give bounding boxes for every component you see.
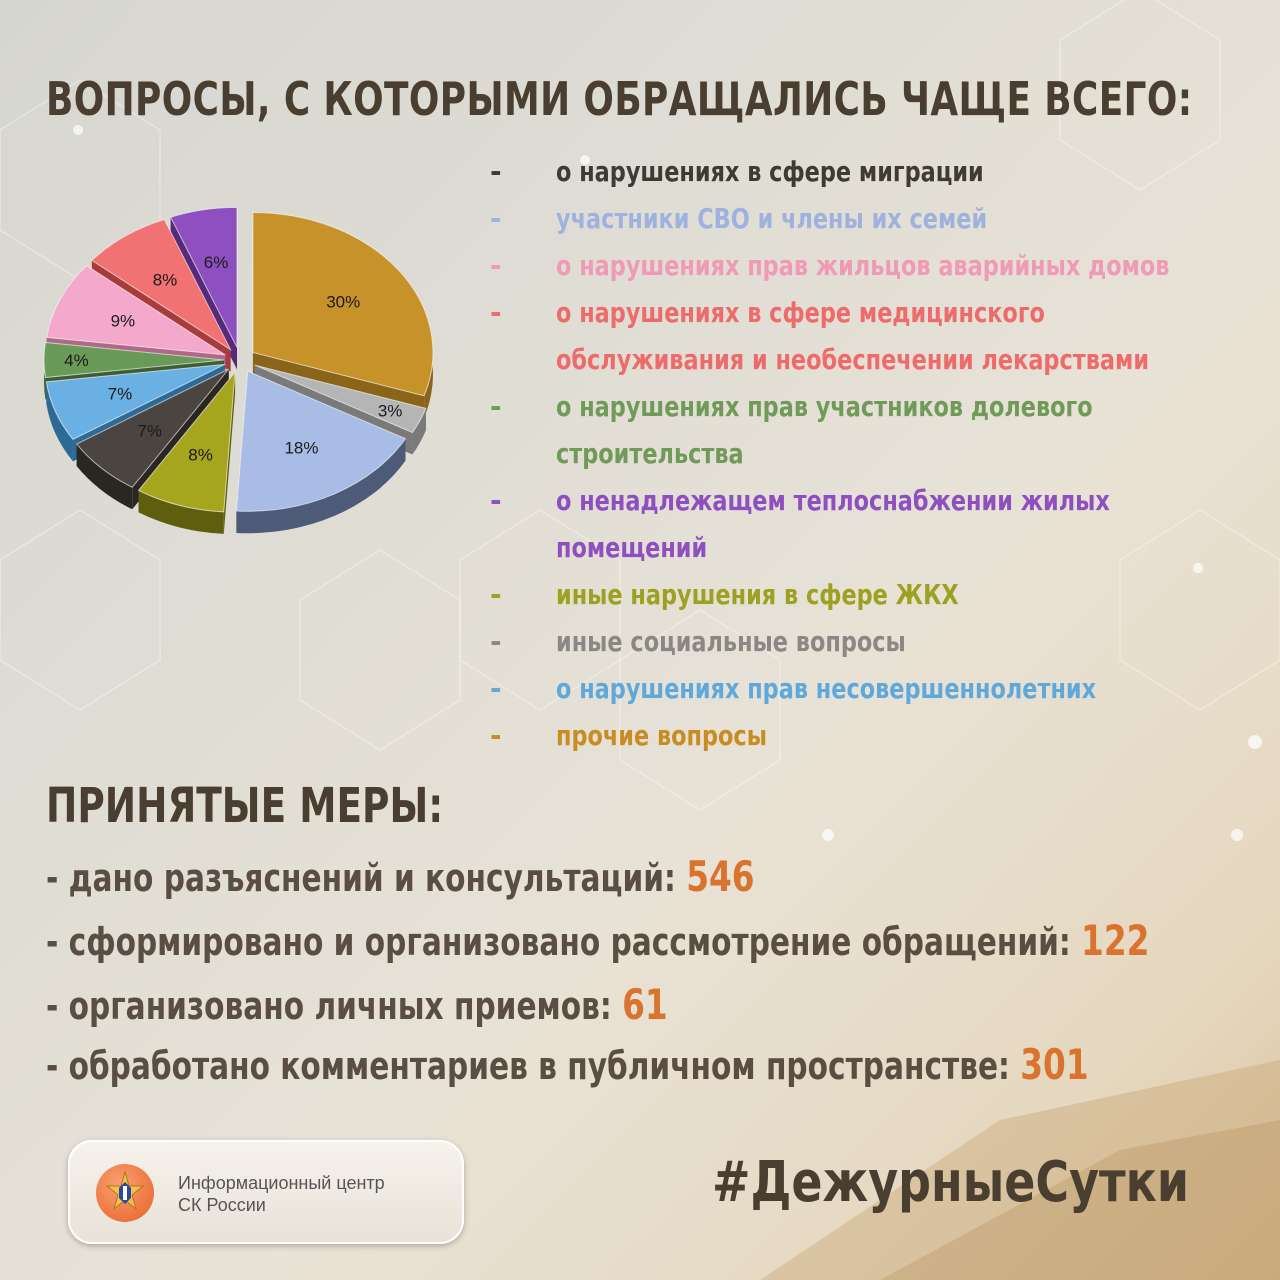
legend-item: - о нарушениях в сфере миграции xyxy=(490,148,1250,195)
measure-value: 301 xyxy=(1020,1040,1089,1089)
legend-label: о нарушениях прав несовершеннолетних xyxy=(556,672,1097,705)
pie-slice xyxy=(170,206,238,348)
measure-value: 61 xyxy=(622,980,668,1029)
emblem-icon xyxy=(96,1164,154,1222)
legend-dash: - xyxy=(490,578,502,611)
pie-slice xyxy=(75,368,230,488)
pie-chart: 30% 3% 18% 8% 7%7% 4% 9% 8% 6% xyxy=(43,206,434,534)
org-badge: Информационный центр СК России xyxy=(68,1140,464,1244)
pie-slice-label: 30% xyxy=(326,292,360,311)
legend-item: - иные нарушения в сфере ЖКХ xyxy=(490,571,1250,618)
measure-item: - обработано комментариев в публичном пр… xyxy=(46,1040,1089,1089)
pie-slice-label: 7% xyxy=(137,421,162,440)
pie-slice-label: 4% xyxy=(64,351,89,370)
pie-slice-side xyxy=(46,381,73,462)
pie-slice-label: 18% xyxy=(284,438,318,457)
legend-label: о нарушениях прав участников долевого xyxy=(556,390,1093,423)
pie-slice xyxy=(137,370,236,513)
legend-item: - иные социальные вопросы xyxy=(490,618,1250,665)
legend-item: - прочие вопросы xyxy=(490,712,1250,759)
legend-item: строительства xyxy=(490,430,1250,477)
pie-slice-label: 6% xyxy=(204,253,229,272)
pie-slice-label: 9% xyxy=(111,311,136,330)
legend-item: - участники СВО и члены их семей xyxy=(490,195,1250,242)
pie-slice-label: 8% xyxy=(153,270,178,289)
measures-title: ПРИНЯТЫЕ МЕРЫ: xyxy=(46,778,444,834)
pie-slice xyxy=(254,364,427,434)
legend-dash: - xyxy=(490,719,502,752)
legend-label: строительства xyxy=(556,437,744,470)
legend-item: - о нарушениях прав несовершеннолетних xyxy=(490,665,1250,712)
pie-slice-label: 8% xyxy=(188,446,213,465)
pie-slice xyxy=(91,218,232,352)
measure-label: - обработано комментариев в публичном пр… xyxy=(46,1044,1021,1088)
legend-label: иные нарушения в сфере ЖКХ xyxy=(556,578,959,611)
measure-label: - дано разъяснений и консультаций: xyxy=(46,856,687,900)
legend-label: о нарушениях в сфере медицинского xyxy=(556,296,1045,329)
legend-label: обслуживания и необеспечении лекарствами xyxy=(556,343,1150,376)
legend-dash: - xyxy=(490,202,502,235)
legend-label: прочие вопросы xyxy=(556,719,767,752)
pie-slice-label: 7% xyxy=(108,385,133,404)
measure-item: - организовано личных приемов: 61 xyxy=(46,980,668,1029)
measure-item: - дано разъяснений и консультаций: 546 xyxy=(46,852,755,901)
legend-item: - о нарушениях в сфере медицинского xyxy=(490,289,1250,336)
legend-label: о нарушениях прав жильцов аварийных домо… xyxy=(556,249,1170,282)
legend-item: - о ненадлежащем теплоснабжении жилых xyxy=(490,477,1250,524)
pie-slice xyxy=(252,211,434,397)
legend-dash: - xyxy=(490,249,502,282)
pie-slice xyxy=(45,363,226,440)
legend-label: помещений xyxy=(556,531,708,564)
pie-slice xyxy=(46,265,226,356)
legend-item: - о нарушениях прав жильцов аварийных дом… xyxy=(490,242,1250,289)
legend-dash: - xyxy=(490,484,502,517)
legend-label: о ненадлежащем теплоснабжении жилых xyxy=(556,484,1110,517)
legend-item: обслуживания и необеспечении лекарствами xyxy=(490,336,1250,383)
org-name: Информационный центр СК России xyxy=(178,1173,385,1215)
measure-value: 546 xyxy=(686,852,755,901)
pie-slice-side xyxy=(76,444,133,510)
legend-label: участники СВО и члены их семей xyxy=(556,202,988,235)
legend-dash: - xyxy=(490,155,502,188)
chart-legend: - о нарушениях в сфере миграции - участник… xyxy=(490,148,1250,759)
legend-item: помещений xyxy=(490,524,1250,571)
pie-slice xyxy=(235,370,407,512)
legend-item: - о нарушениях прав участников долевого xyxy=(490,383,1250,430)
legend-dash: - xyxy=(490,672,502,705)
pie-slice-side xyxy=(138,490,224,534)
measure-label: - сформировано и организовано рассмотрен… xyxy=(46,920,1082,964)
legend-dash: - xyxy=(490,390,502,423)
pie-slice-label: 3% xyxy=(378,402,403,421)
measure-value: 122 xyxy=(1081,916,1150,965)
measure-item: - сформировано и организовано рассмотрен… xyxy=(46,916,1149,965)
pie-slice xyxy=(43,341,225,379)
measure-label: - организовано личных приемов: xyxy=(46,984,623,1028)
legend-dash: - xyxy=(490,625,502,658)
legend-dash: - xyxy=(490,296,502,329)
page-title: ВОПРОСЫ, С КОТОРЫМИ ОБРАЩАЛИСЬ ЧАЩЕ ВСЕГ… xyxy=(46,72,1193,126)
legend-label: о нарушениях в сфере миграции xyxy=(556,155,984,188)
hashtag: #ДежурныеСутки xyxy=(712,1150,1190,1215)
legend-label: иные социальные вопросы xyxy=(556,625,906,658)
